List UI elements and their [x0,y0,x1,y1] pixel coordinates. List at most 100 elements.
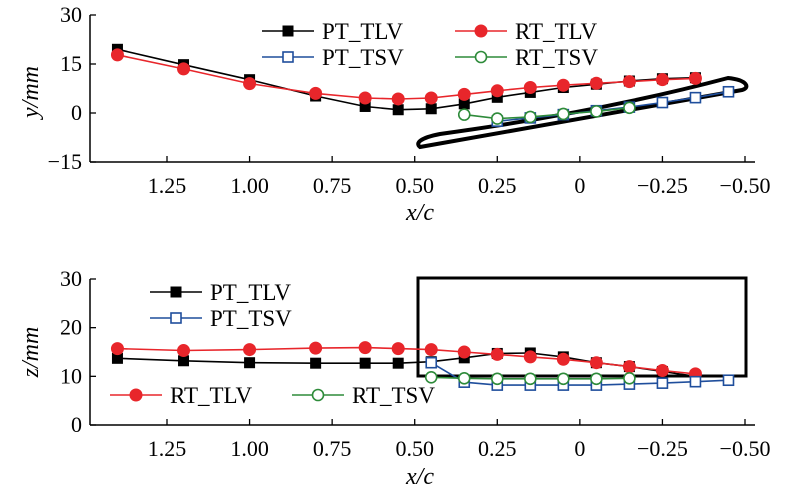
top-y-tick-label: 0 [71,100,82,125]
top-legend-marker [474,24,488,38]
top-point-PT_TSV [656,96,669,109]
bottom-legend-item-PT_TLV: PT_TLV [150,280,291,305]
top-x-tick-label: −0.50 [720,173,771,198]
top-series-RT_TLV [110,48,702,106]
bottom-legend-label: RT_TSV [352,383,435,408]
bot-point-RT_TLV [622,360,636,374]
bot-point-RT_TLV [391,342,405,356]
top-y-tick-label: 15 [60,51,82,76]
bot-point-PT_TSV [722,374,735,387]
bot-point-PT_TSV [425,356,438,369]
top-line-RT_TLV [117,54,696,100]
bot-point-RT_TSV [424,371,438,384]
bot-point-RT_TLV [523,350,537,364]
bot-point-RT_TLV [424,343,438,357]
top-legend-item-PT_TSV: PT_TSV [262,45,404,70]
bot-point-RT_TLV [243,343,257,357]
bot-x-tick-label: 1.25 [148,436,187,461]
top-x-tick-label: 1.00 [230,173,269,198]
bottom-y-axis-label: z/mm [18,327,44,379]
bottom-legend-marker [170,286,182,298]
top-x-axis-label: x/c [405,200,434,226]
bot-point-RT_TLV [556,352,570,366]
bot-y-tick-label: 30 [60,266,82,291]
bot-point-PT_TLV [392,357,404,369]
top-point-RT_TSV [490,112,504,125]
bottom-legend-item-PT_TSV: PT_TSV [150,306,292,331]
top-series-RT_TSV [457,101,636,125]
top-y-tick-label: 30 [60,2,82,27]
bottom-legend-item-RT_TSV: RT_TSV [292,383,435,408]
bot-x-tick-label: −0.25 [637,436,688,461]
top-x-tick-label: 0.25 [478,173,517,198]
bot-line-PT_TSV [430,362,729,386]
bot-point-RT_TLV [589,356,603,370]
bot-point-RT_TLV [490,347,504,361]
top-point-PT_TLV [425,103,437,115]
top-point-PT_TSV [689,91,702,104]
top-point-RT_TLV [424,91,438,105]
bot-y-tick-label: 0 [71,412,82,437]
top-point-RT_TLV [556,78,570,92]
bottom-legend-marker [129,388,143,402]
top-point-RT_TLV [110,48,124,62]
bottom-legend-marker [311,388,325,402]
top-legend-label: PT_TLV [322,19,403,44]
top-legend-label: RT_TSV [515,45,598,70]
top-legend-marker [474,50,488,64]
bottom-legend-marker [170,312,182,324]
top-point-RT_TLV [358,91,372,105]
bot-point-RT_TLV [457,345,471,359]
bot-x-tick-label: 0 [574,436,585,461]
bottom-x-axis-label: x/c [405,464,434,490]
top-legend-item-RT_TSV: RT_TSV [455,45,598,70]
top-line-PT_TLV [117,48,696,111]
bot-series-RT_TLV [110,341,702,381]
tip-region-box [416,276,748,378]
top-point-RT_TSV [557,107,570,121]
bot-point-RT_TSV [557,372,570,386]
top-point-PT_TSV [722,85,735,98]
top-legend-marker [282,25,294,37]
top-point-RT_TLV [655,73,669,87]
bot-point-RT_TSV [590,372,603,386]
bottom-legend-label: PT_TSV [210,306,292,331]
top-point-RT_TLV [177,62,191,76]
bot-point-RT_TSV [524,372,537,386]
bot-y-tick-label: 20 [60,315,82,340]
top-x-tick-label: 0 [574,173,585,198]
bot-x-tick-label: −0.50 [720,436,771,461]
bot-point-PT_TLV [178,355,190,367]
top-x-tick-label: 1.25 [148,173,187,198]
bot-y-tick-label: 10 [60,363,82,388]
top-legend-label: PT_TSV [322,45,404,70]
bot-series-PT_TSV [425,356,735,391]
bot-x-tick-label: 0.50 [395,436,434,461]
top-x-tick-label: 0.50 [395,173,434,198]
bottom-chart: 1.25 1.00 0.75 0.50 0.25 0 −0.25 −0.50 0 10 20 30 x… [18,266,770,490]
top-point-RT_TLV [589,76,603,90]
bot-point-PT_TLV [244,357,256,369]
top-point-RT_TLV [391,92,405,106]
top-point-RT_TSV [590,105,603,118]
bot-x-tick-label: 0.75 [313,436,352,461]
bot-point-RT_TSV [623,371,636,385]
top-legend-marker [282,51,294,63]
top-point-RT_TLV [457,87,471,101]
bot-series-RT_TSV [424,371,636,386]
top-point-RT_TSV [524,110,537,124]
bottom-legend-item-RT_TLV: RT_TLV [110,383,252,408]
top-point-PT_TLV [392,104,404,116]
top-x-tick-label: −0.25 [637,173,688,198]
top-legend-item-PT_TLV: PT_TLV [262,19,403,44]
top-chart: 1.25 1.00 0.75 0.50 0.25 0 −0.25 −0.50−1501530 … [18,2,770,226]
top-legend-item-RT_TLV: RT_TLV [455,19,597,44]
bot-point-RT_TSV [490,372,504,386]
bot-point-PT_TLV [310,357,322,369]
bot-point-RT_TLV [655,363,669,377]
bot-point-RT_TSV [457,371,471,385]
bottom-legend-label: RT_TLV [170,383,252,408]
bot-point-RT_TLV [110,342,124,356]
